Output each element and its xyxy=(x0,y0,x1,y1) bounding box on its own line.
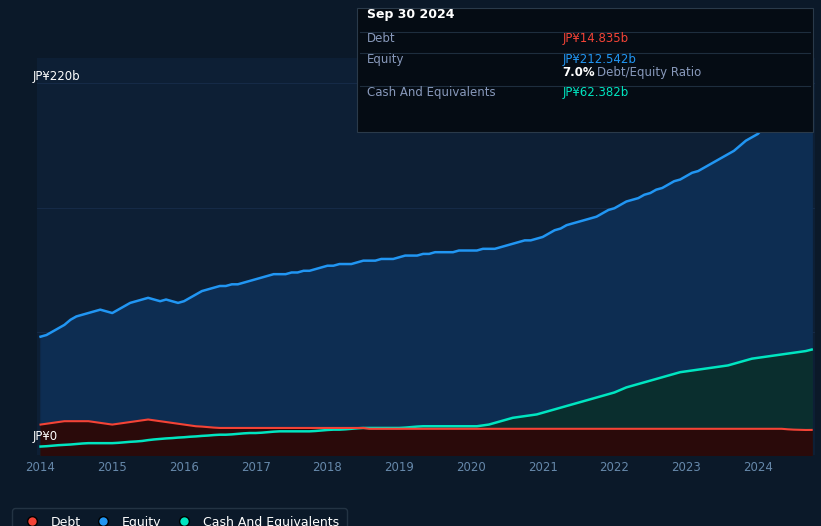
Text: JP¥0: JP¥0 xyxy=(33,430,58,443)
Text: Sep 30 2024: Sep 30 2024 xyxy=(367,8,455,22)
Text: Debt/Equity Ratio: Debt/Equity Ratio xyxy=(597,66,701,79)
Legend: Debt, Equity, Cash And Equivalents: Debt, Equity, Cash And Equivalents xyxy=(12,508,346,526)
Text: JP¥62.382b: JP¥62.382b xyxy=(562,86,629,99)
Text: JP¥220b: JP¥220b xyxy=(33,70,80,83)
Text: Cash And Equivalents: Cash And Equivalents xyxy=(367,86,496,99)
Text: Equity: Equity xyxy=(367,53,405,66)
Text: JP¥212.542b: JP¥212.542b xyxy=(562,53,636,66)
Text: 7.0%: 7.0% xyxy=(562,66,595,79)
Text: JP¥14.835b: JP¥14.835b xyxy=(562,32,629,45)
Text: Debt: Debt xyxy=(367,32,396,45)
